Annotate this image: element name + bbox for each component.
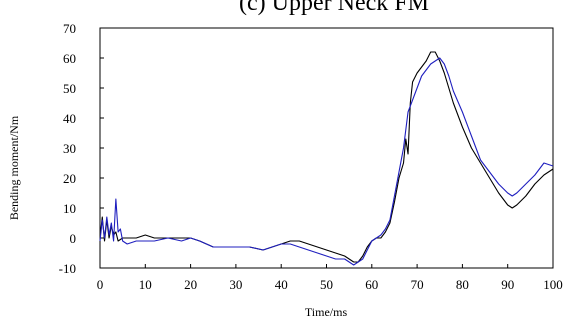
x-tick-label-2: 20: [184, 277, 197, 292]
y-tick-label-0: -10: [59, 261, 76, 276]
y-tick-label-5: 40: [63, 111, 76, 126]
y-axis-label: Bending moment/Nm: [7, 115, 21, 220]
x-tick-label-10: 100: [543, 277, 563, 292]
x-tick-label-0: 0: [97, 277, 104, 292]
chart-title: (c) Upper Neck FM: [239, 0, 429, 16]
x-tick-label-9: 90: [501, 277, 514, 292]
y-tick-label-7: 60: [63, 51, 76, 66]
series-layer: [99, 51, 554, 266]
plot-frame: [99, 27, 554, 269]
x-tick-label-1: 10: [139, 277, 152, 292]
y-tick-label-3: 20: [63, 171, 76, 186]
x-axis-label: Time/ms: [305, 305, 348, 319]
y-tick-label-6: 50: [63, 81, 76, 96]
x-tick-label-8: 80: [456, 277, 469, 292]
x-tick-label-4: 40: [275, 277, 288, 292]
y-tick-label-8: 70: [63, 21, 76, 36]
y-tick-label-2: 10: [63, 201, 76, 216]
x-tick-label-5: 50: [320, 277, 333, 292]
axis-ticks: 0 10 20 30 40 50 60 70 80 90 100 -10 0 10 20 30 40 50 60 70: [59, 21, 563, 292]
series-line-0: [99, 51, 554, 263]
series-line-1: [99, 57, 554, 266]
x-tick-label-6: 60: [365, 277, 378, 292]
y-tick-label-1: 0: [70, 231, 77, 246]
x-tick-label-3: 30: [229, 277, 242, 292]
x-tick-label-7: 70: [411, 277, 424, 292]
y-tick-label-4: 30: [63, 141, 76, 156]
